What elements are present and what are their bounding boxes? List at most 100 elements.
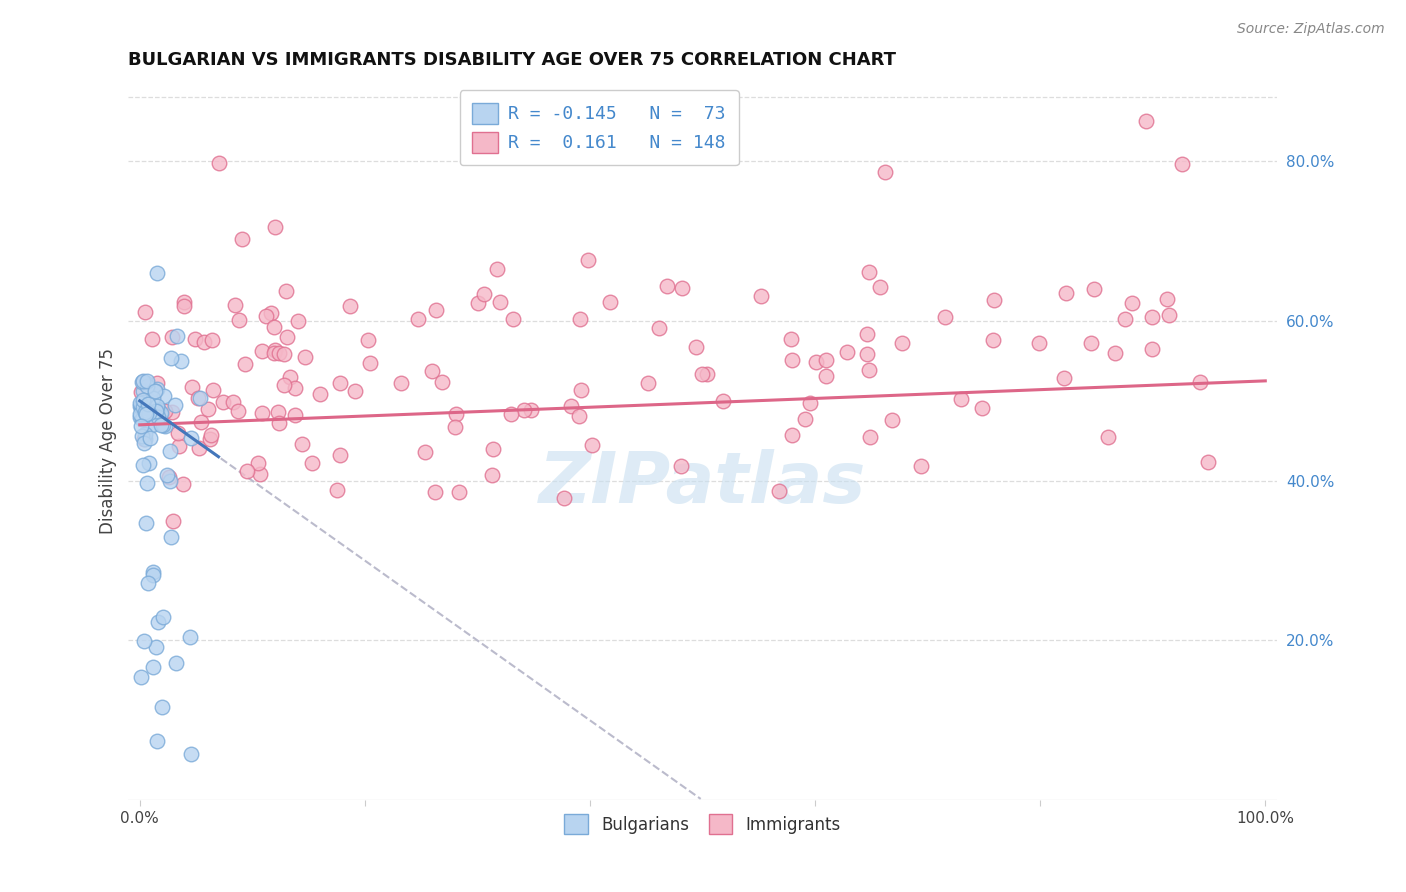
Point xyxy=(779,332,801,346)
Point xyxy=(134,436,156,450)
Point xyxy=(132,395,155,409)
Point xyxy=(145,404,167,418)
Point xyxy=(267,416,290,430)
Point xyxy=(167,425,190,440)
Point xyxy=(135,376,157,391)
Legend: Bulgarians, Immigrants: Bulgarians, Immigrants xyxy=(554,805,851,844)
Point xyxy=(131,401,153,415)
Point xyxy=(170,353,193,368)
Point xyxy=(179,631,201,645)
Point xyxy=(224,298,246,312)
Point xyxy=(160,405,183,419)
Point xyxy=(671,281,693,295)
Point xyxy=(1135,114,1157,128)
Point xyxy=(553,491,575,505)
Point xyxy=(284,409,307,423)
Point xyxy=(173,299,195,313)
Point xyxy=(135,475,157,490)
Point xyxy=(138,457,160,471)
Point xyxy=(1054,286,1077,301)
Point xyxy=(569,383,592,397)
Point xyxy=(162,514,184,528)
Point xyxy=(184,332,207,346)
Point xyxy=(447,485,470,500)
Point xyxy=(131,375,153,389)
Point xyxy=(146,615,169,629)
Point xyxy=(250,406,273,420)
Point xyxy=(139,431,162,445)
Point xyxy=(134,304,156,318)
Point xyxy=(146,376,169,390)
Point xyxy=(135,403,157,417)
Point xyxy=(357,333,380,347)
Point xyxy=(444,419,467,434)
Point xyxy=(143,384,166,399)
Point xyxy=(129,670,152,684)
Point xyxy=(128,400,150,414)
Point xyxy=(291,437,314,451)
Point xyxy=(129,384,152,399)
Point xyxy=(128,395,150,409)
Point xyxy=(1053,371,1076,385)
Point xyxy=(163,398,186,412)
Point xyxy=(160,330,183,344)
Point xyxy=(132,458,155,472)
Point xyxy=(129,409,152,424)
Point xyxy=(1156,292,1178,306)
Point xyxy=(146,266,169,280)
Point xyxy=(880,413,903,427)
Text: Source: ZipAtlas.com: Source: ZipAtlas.com xyxy=(1237,22,1385,37)
Point xyxy=(983,293,1005,307)
Point xyxy=(264,219,287,234)
Point xyxy=(159,444,181,458)
Point xyxy=(136,575,159,590)
Point xyxy=(482,442,505,456)
Point xyxy=(489,295,512,310)
Point xyxy=(890,336,912,351)
Point xyxy=(655,279,678,293)
Point xyxy=(276,284,298,298)
Point xyxy=(141,418,163,433)
Point xyxy=(260,305,283,319)
Point xyxy=(134,405,156,419)
Point xyxy=(749,288,772,302)
Point xyxy=(692,367,714,381)
Point xyxy=(152,417,174,432)
Point xyxy=(226,404,249,418)
Point xyxy=(560,400,582,414)
Point xyxy=(869,279,891,293)
Point xyxy=(685,340,707,354)
Point xyxy=(132,374,155,388)
Point xyxy=(132,393,155,408)
Point xyxy=(247,456,270,470)
Point xyxy=(1140,343,1163,357)
Point xyxy=(159,475,181,489)
Point xyxy=(250,343,273,358)
Point xyxy=(149,406,172,420)
Point xyxy=(134,426,156,441)
Point xyxy=(425,302,447,317)
Point xyxy=(166,328,188,343)
Point xyxy=(187,391,209,405)
Point xyxy=(1189,375,1212,389)
Point xyxy=(135,379,157,393)
Point xyxy=(188,392,211,406)
Point xyxy=(181,380,204,394)
Point xyxy=(474,287,496,301)
Point xyxy=(142,566,165,580)
Point xyxy=(806,354,828,368)
Point xyxy=(135,408,157,422)
Point xyxy=(910,458,932,473)
Point xyxy=(276,330,298,344)
Point xyxy=(180,747,202,762)
Point xyxy=(135,374,157,388)
Point xyxy=(780,427,803,442)
Point xyxy=(1080,335,1102,350)
Point xyxy=(325,483,347,497)
Point xyxy=(875,164,897,178)
Point xyxy=(815,353,838,368)
Point xyxy=(254,309,277,323)
Point xyxy=(233,357,256,371)
Point xyxy=(273,347,295,361)
Point xyxy=(152,700,174,714)
